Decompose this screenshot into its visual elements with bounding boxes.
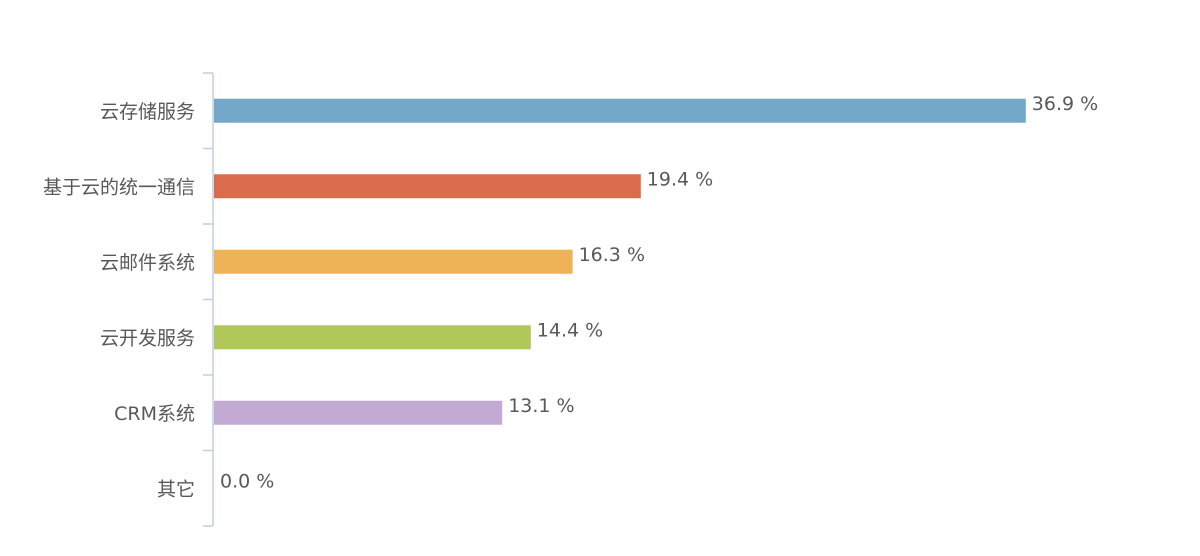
- data-label: 0.0 %: [220, 470, 274, 492]
- bar: [214, 98, 1026, 123]
- data-label: 19.4 %: [647, 168, 713, 190]
- category-label: 云邮件系统: [100, 252, 195, 274]
- bar: [214, 400, 503, 425]
- bar: [214, 325, 531, 350]
- data-label: 16.3 %: [579, 244, 645, 266]
- category-label: 基于云的统一通信: [43, 176, 195, 198]
- category-label: CRM系统: [114, 403, 195, 425]
- data-label: 36.9 %: [1032, 93, 1098, 115]
- bars: [214, 98, 1026, 425]
- category-label: 云存储服务: [100, 101, 195, 123]
- bar: [214, 174, 641, 199]
- category-label: 云开发服务: [100, 327, 195, 349]
- category-axis: [203, 72, 214, 527]
- data-label: 14.4 %: [537, 319, 603, 341]
- category-label: 其它: [157, 478, 195, 500]
- data-label: 13.1 %: [508, 395, 574, 417]
- bar: [214, 249, 573, 274]
- labels: 云存储服务 36.9 % 基于云的统一通信 19.4 % 云邮件系统 16.3 % 云开发服…: [43, 93, 1098, 501]
